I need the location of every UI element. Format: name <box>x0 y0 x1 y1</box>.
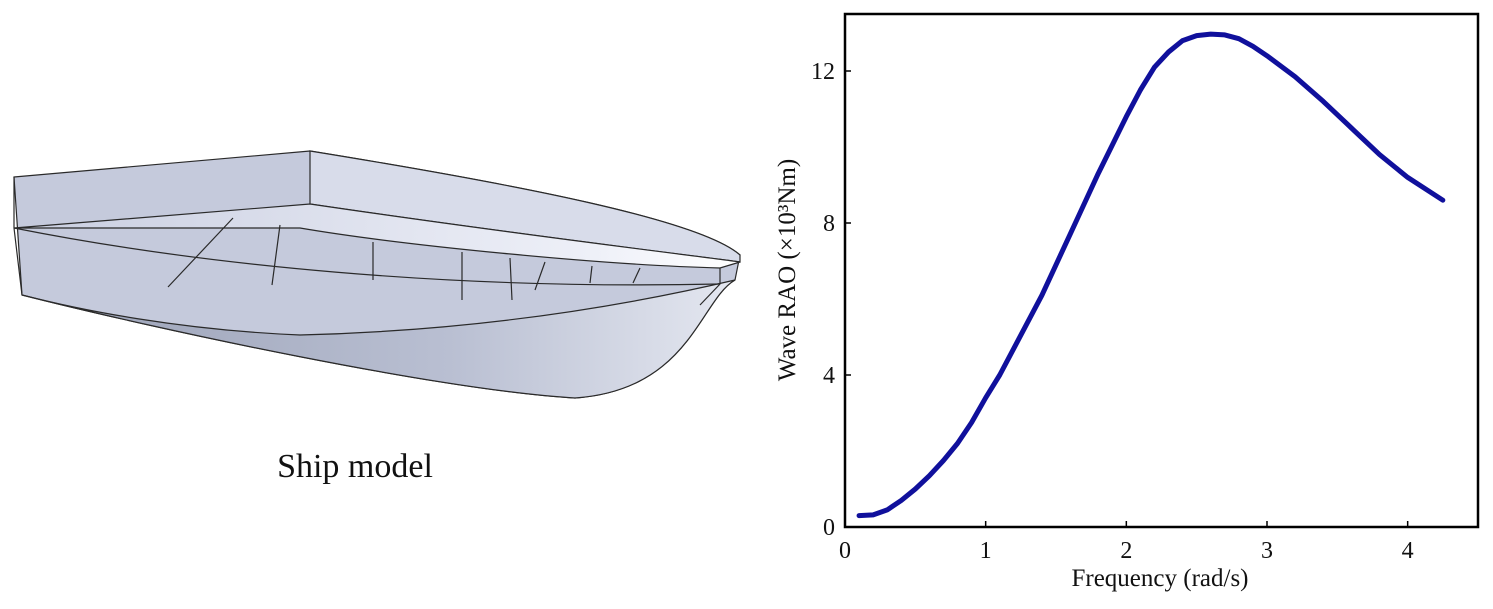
y-tick-label: 4 <box>823 363 835 389</box>
y-tick-label: 8 <box>823 211 835 237</box>
plot-frame <box>843 12 1480 529</box>
y-tick-label: 0 <box>823 515 835 541</box>
x-tick-label: 2 <box>1120 538 1132 564</box>
data-line <box>856 31 1446 519</box>
y-tick-label: 12 <box>811 59 835 85</box>
x-axis-title: Frequency (rad/s) <box>1071 565 1248 592</box>
ship-model <box>13 150 741 399</box>
x-tick-label: 1 <box>980 538 992 564</box>
ship-caption: Ship model <box>277 448 433 485</box>
x-tick-label: 0 <box>839 538 851 564</box>
y-axis-title: Wave RAO (×10³Nm) <box>774 159 801 381</box>
x-tick-label: 4 <box>1402 538 1414 564</box>
x-tick-label: 3 <box>1261 538 1273 564</box>
